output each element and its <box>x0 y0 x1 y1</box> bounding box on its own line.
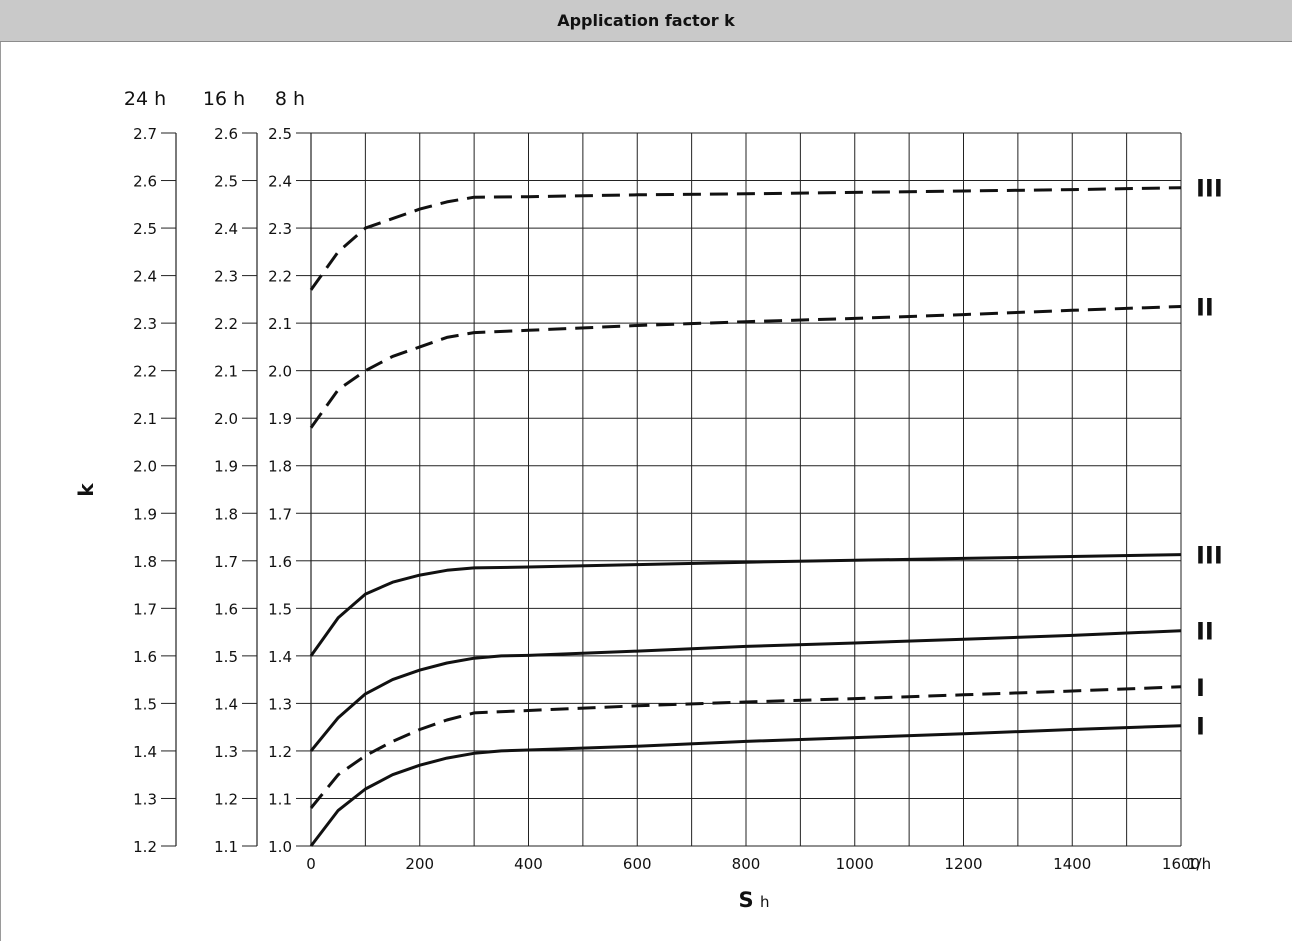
y-tick-label: 1.1 <box>214 838 238 856</box>
y-tick-label: 1.7 <box>133 600 157 618</box>
series-line-solid-I <box>309 724 1182 847</box>
x-unit-label: 1/h <box>1187 855 1211 873</box>
grid <box>310 132 1182 847</box>
y-tick-label: 1.3 <box>268 695 292 713</box>
y-tick-label: 2.1 <box>214 363 238 381</box>
x-tick-label: 200 <box>405 855 434 873</box>
y-tick-label: 2.6 <box>133 173 157 191</box>
series-group <box>309 186 1182 847</box>
y-tick-label: 2.7 <box>133 125 157 143</box>
series-line-solid-III <box>309 553 1182 657</box>
y-tick-label: 2.5 <box>268 125 292 143</box>
series-line-dashed-III <box>309 186 1182 291</box>
y-tick-label: 2.0 <box>214 410 238 428</box>
x-tick-label: 1400 <box>1053 855 1091 873</box>
y-tick-label: 2.3 <box>133 315 157 333</box>
y-tick-label: 1.2 <box>133 838 157 856</box>
series-label-dashed-II: II <box>1196 293 1214 321</box>
y-tick-label: 2.1 <box>133 410 157 428</box>
y-tick-label: 1.1 <box>268 790 292 808</box>
x-tick-label: 400 <box>514 855 543 873</box>
series-line-dashed-II <box>309 305 1182 429</box>
y-tick-label: 2.0 <box>133 458 157 476</box>
y-tick-label: 2.4 <box>133 268 157 286</box>
y-tick-label: 1.5 <box>214 648 238 666</box>
y-tick-label: 2.1 <box>268 315 292 333</box>
chart-title: Application factor k <box>557 11 735 30</box>
y-axis-header: 24 h <box>124 88 166 110</box>
y-tick-label: 1.4 <box>214 695 238 713</box>
y-tick-label: 2.2 <box>133 363 157 381</box>
y-tick-label: 1.0 <box>268 838 292 856</box>
series-label-solid-III: III <box>1196 542 1223 570</box>
y-tick-label: 1.8 <box>268 458 292 476</box>
y-tick-label: 2.6 <box>214 125 238 143</box>
series-label-dashed-III: III <box>1196 175 1223 203</box>
x-tick-label: 1600 <box>1162 855 1200 873</box>
y-tick-label: 1.5 <box>268 600 292 618</box>
series-label-dashed-I: I <box>1196 674 1205 702</box>
series-line-solid-II <box>309 629 1182 752</box>
y-tick-label: 1.3 <box>214 743 238 761</box>
y-tick-label: 1.9 <box>133 505 157 523</box>
series-label-solid-II: II <box>1196 618 1214 646</box>
x-tick-label: 1000 <box>836 855 874 873</box>
y-tick-label: 1.6 <box>133 648 157 666</box>
x-axis-label-subscript: h <box>760 893 770 911</box>
y-tick-label: 1.4 <box>268 648 292 666</box>
y-axis-label: k <box>74 483 98 497</box>
y-tick-label: 2.5 <box>214 173 238 191</box>
series-label-solid-I: I <box>1196 713 1205 741</box>
y-tick-label: 1.9 <box>214 458 238 476</box>
y-tick-label: 1.6 <box>214 600 238 618</box>
y-tick-label: 2.3 <box>268 220 292 238</box>
y-tick-label: 2.5 <box>133 220 157 238</box>
x-tick-label: 600 <box>623 855 652 873</box>
y-tick-label: 2.3 <box>214 268 238 286</box>
y-tick-label: 2.2 <box>268 268 292 286</box>
y-tick-label: 1.7 <box>214 553 238 571</box>
labels-group: 1.2 1.3 1.4 1.5 1.6 1.7 1.8 1.9 2.0 2.1 2.2 2.3 2.4 2… <box>74 88 1223 912</box>
x-tick-label: 0 <box>306 855 316 873</box>
y-tick-label: 1.8 <box>214 505 238 523</box>
y-tick-label: 1.9 <box>268 410 292 428</box>
x-tick-label: 1200 <box>944 855 982 873</box>
y-tick-label: 1.2 <box>268 743 292 761</box>
chart-header: Application factor k <box>0 0 1292 42</box>
y-axis-header: 16 h <box>203 88 245 110</box>
series-line-dashed-I <box>309 685 1182 809</box>
y-tick-label: 2.0 <box>268 363 292 381</box>
y-tick-label: 2.2 <box>214 315 238 333</box>
y-tick-label: 1.3 <box>133 790 157 808</box>
y-axis-header: 8 h <box>275 88 305 110</box>
y-tick-label: 2.4 <box>268 173 292 191</box>
y-tick-label: 1.7 <box>268 505 292 523</box>
y-tick-label: 1.5 <box>133 695 157 713</box>
y-tick-label: 1.8 <box>133 553 157 571</box>
y-tick-label: 1.4 <box>133 743 157 761</box>
y-tick-label: 1.6 <box>268 553 292 571</box>
y-tick-label: 1.2 <box>214 790 238 808</box>
x-tick-label: 800 <box>732 855 761 873</box>
y-tick-label: 2.4 <box>214 220 238 238</box>
axes <box>161 132 312 847</box>
x-axis-label: S <box>738 888 753 912</box>
